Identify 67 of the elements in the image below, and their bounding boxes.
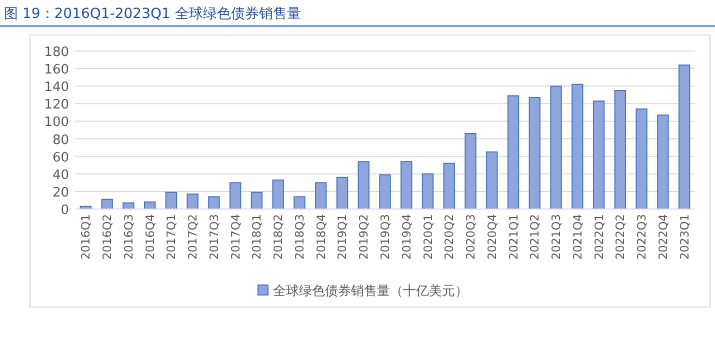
x-tick-label: 2022Q4 [656,214,670,260]
bar [315,182,327,210]
x-tick-label: 2016Q1 [78,214,93,260]
x-tick-label: 2019Q4 [399,214,414,260]
bar [528,97,540,210]
bar [614,90,626,210]
x-tick-label: 2016Q2 [100,214,114,260]
bar [572,84,584,210]
y-tick-label: 100 [44,115,69,130]
bar [657,114,669,210]
bar [208,196,220,210]
chart-title: 图 19：2016Q1-2023Q1 全球绿色债券销售量 [4,6,301,22]
x-tick-label: 2016Q3 [121,214,136,260]
y-tick-label: 60 [52,150,69,166]
x-tick-label: 2018Q3 [292,214,306,260]
bar [678,64,690,210]
x-tick-label: 2018Q4 [314,214,328,260]
y-tick-label: 80 [52,132,69,148]
x-tick-label: 2020Q4 [484,214,499,260]
x-tick-label: 2018Q2 [271,214,286,260]
x-tick-label: 2020Q2 [442,214,456,260]
bar [250,192,263,210]
bar [464,133,476,210]
bar [443,162,455,210]
bar [550,86,562,210]
y-tick-label: 140 [44,80,69,96]
x-tick-label: 2022Q2 [613,214,628,260]
bar [358,161,370,210]
x-tick-label: 2023Q1 [677,214,692,260]
x-tick-label: 2019Q2 [356,214,371,260]
y-tick-label: 40 [52,168,69,183]
x-tick-label: 2021Q2 [528,214,542,260]
bar [230,182,242,210]
y-tick-label: 20 [52,185,69,200]
y-tick-label: 180 [44,45,69,60]
x-tick-label: 2019Q1 [335,214,350,260]
bar [294,196,306,210]
x-tick-label: 2022Q1 [592,214,606,260]
legend-label: 全球绿色债券销售量（十亿美元） [273,283,468,299]
x-tick-label: 2017Q1 [164,214,178,260]
x-tick-label: 2022Q3 [634,214,649,260]
x-tick-label: 2020Q3 [464,214,478,260]
x-tick-label: 2020Q1 [420,214,435,260]
bar [592,100,605,210]
y-tick-label: 120 [44,98,69,113]
bar [379,174,391,210]
x-tick-label: 2019Q3 [378,214,392,260]
x-tick-label: 2018Q1 [250,214,264,260]
bar [336,176,348,210]
x-tick-label: 2016Q4 [142,214,157,260]
x-tick-label: 2021Q1 [506,214,520,260]
y-tick-label: 160 [44,62,69,78]
x-tick-label: 2021Q4 [570,214,584,260]
bar [422,173,434,210]
bar [165,192,178,210]
y-tick-label: 0 [60,203,69,218]
bar [400,161,412,210]
x-tick-label: 2017Q2 [186,214,200,260]
bar [186,194,198,210]
bar [636,108,648,210]
bar [101,198,113,210]
x-tick-label: 2021Q3 [549,214,564,260]
x-tick-label: 2017Q3 [206,214,221,260]
bar [507,95,520,210]
bar [272,180,284,210]
x-tick-label: 2017Q4 [228,214,242,260]
bar [486,151,498,210]
